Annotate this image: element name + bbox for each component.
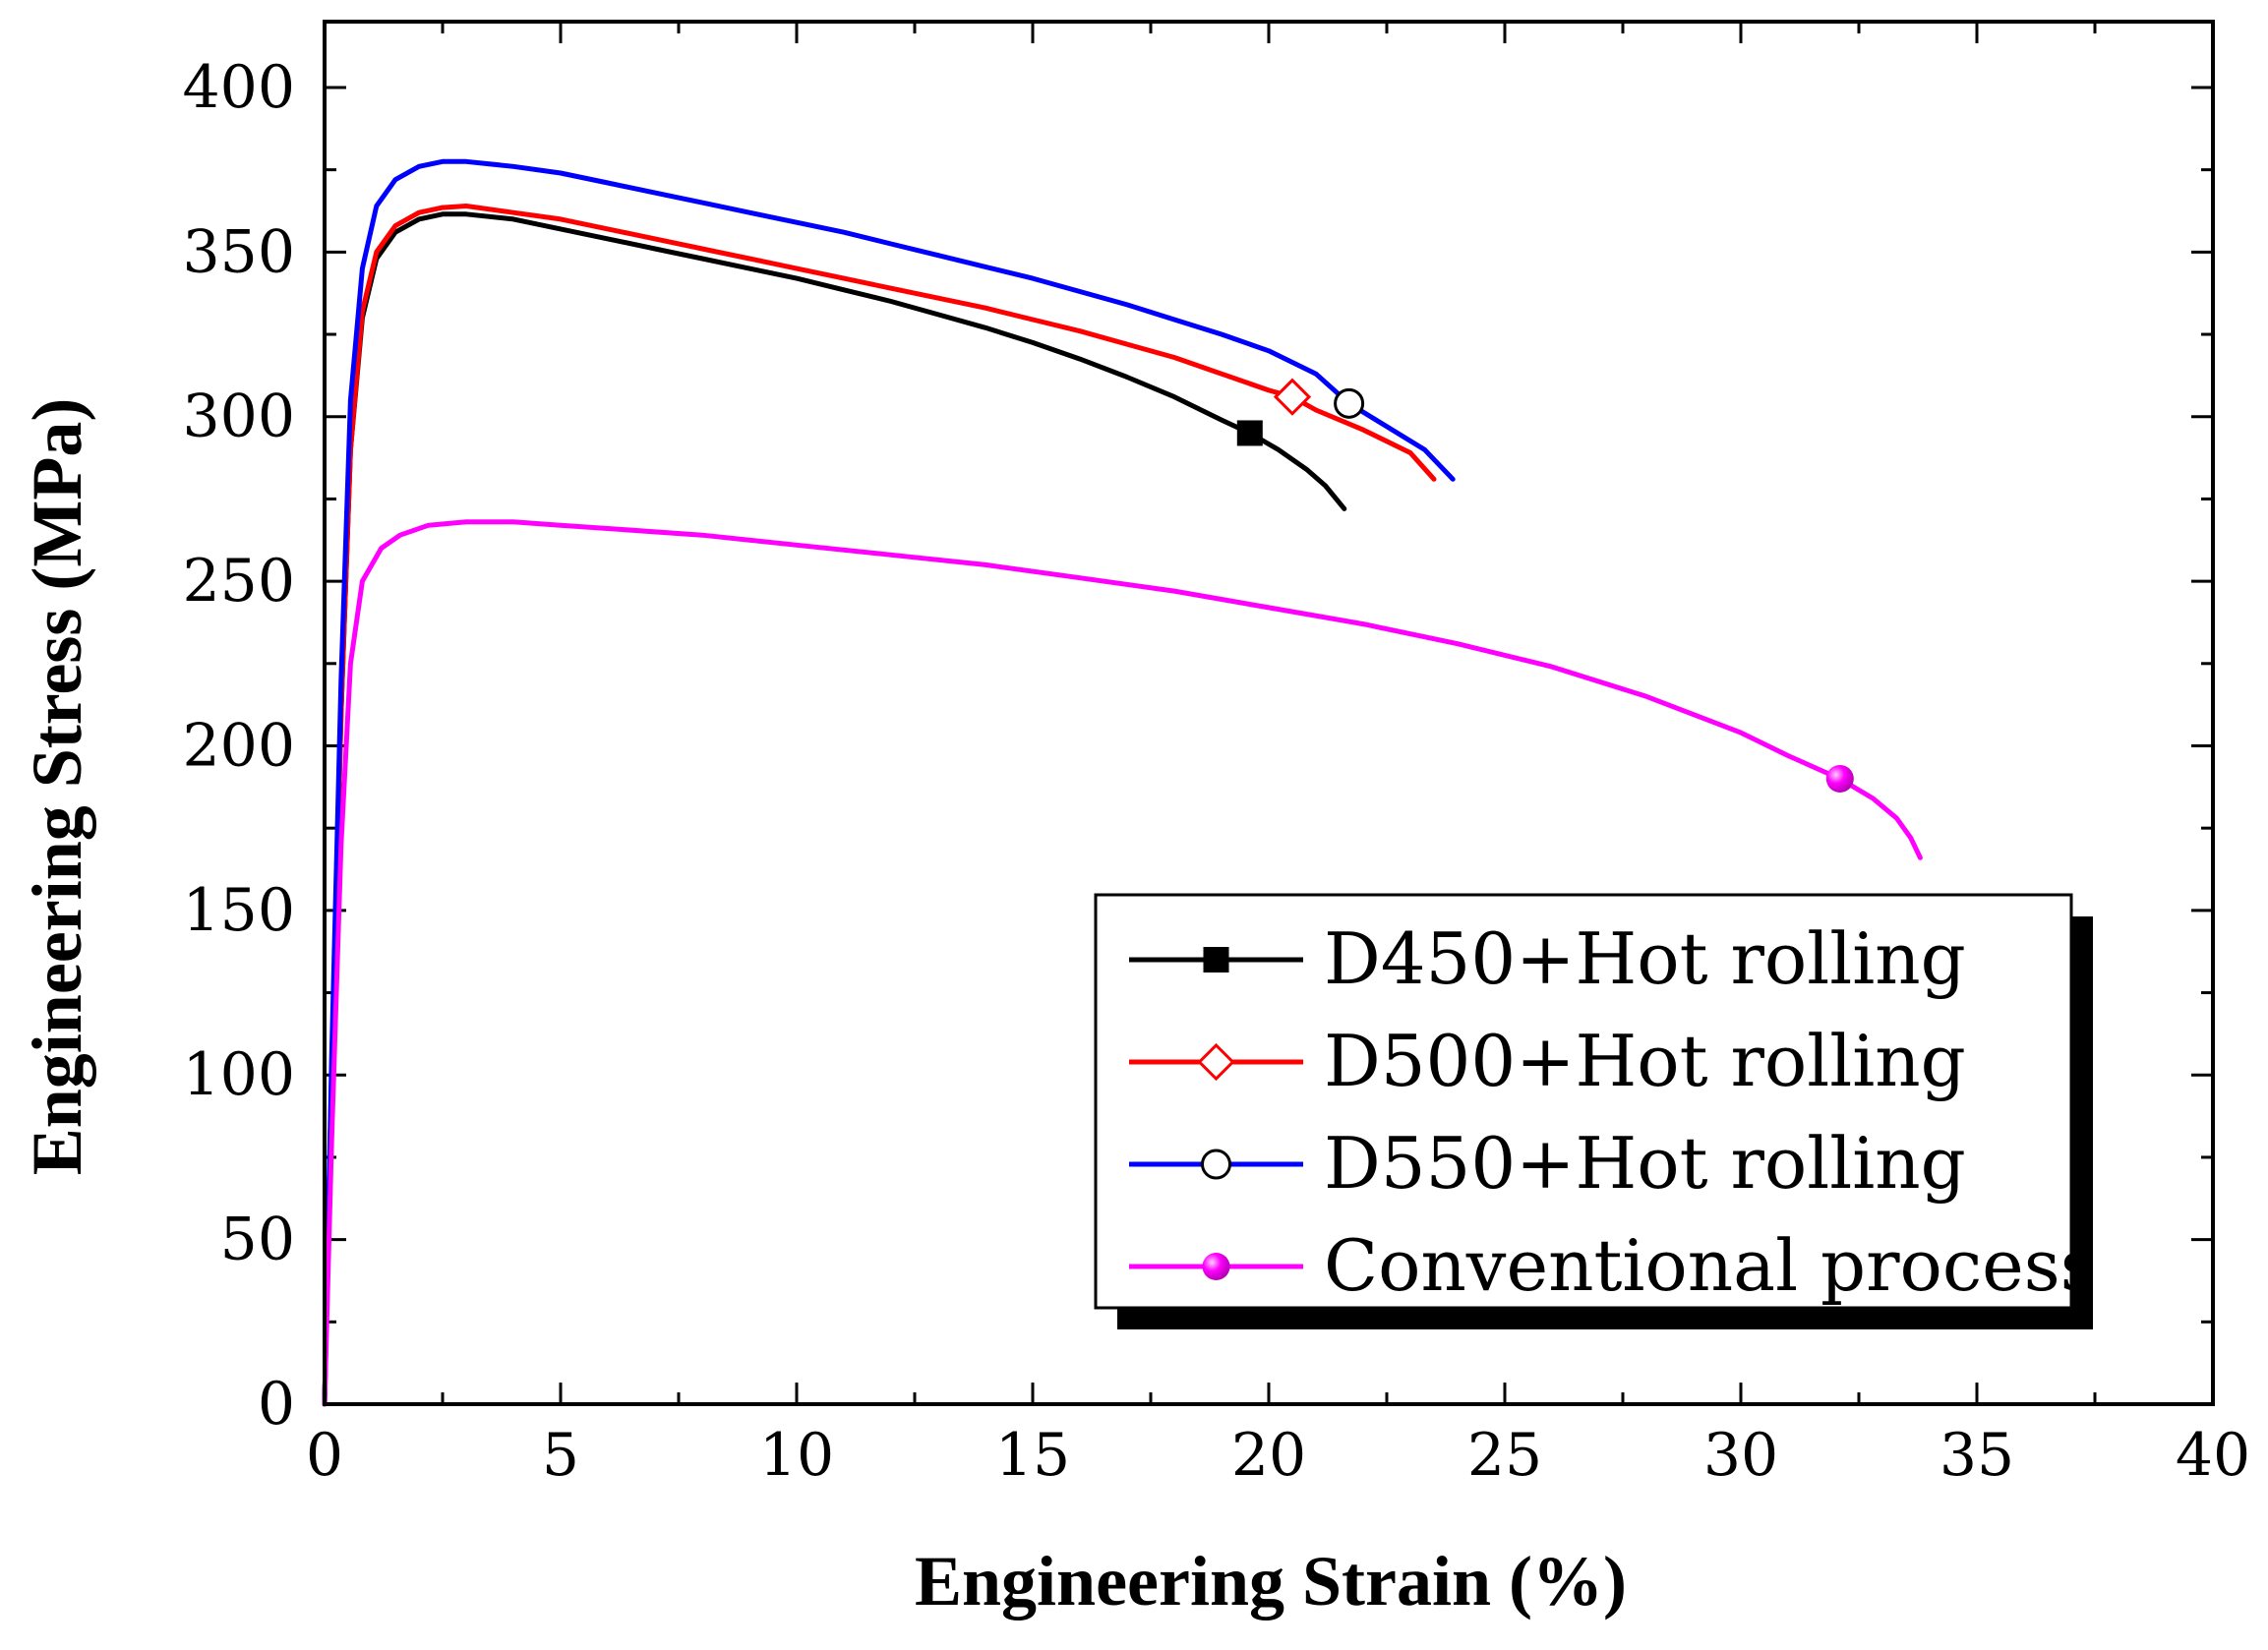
y-tick-label: 150	[182, 876, 295, 945]
series-markers	[1236, 378, 1854, 793]
series-marker-1	[1236, 420, 1263, 446]
legend-label-2: D500+Hot rolling	[1324, 1020, 1966, 1102]
y-tick-label: 250	[182, 547, 295, 616]
y-tick-label: 0	[258, 1370, 295, 1439]
legend-marker-3	[1201, 1149, 1231, 1180]
y-tick-label: 350	[182, 217, 295, 286]
legend-label-1: D450+Hot rolling	[1324, 917, 1966, 1000]
x-axis-title: Engineering Strain (%)	[915, 1542, 1627, 1621]
series-marker-3	[1334, 387, 1365, 419]
legend-marker-1	[1203, 947, 1229, 972]
series-line-3	[322, 158, 1456, 1407]
legend-items: D450+Hot rolling D500+Hot rolling D550+Hot…	[1129, 917, 2097, 1307]
series-marker-2	[1273, 378, 1312, 416]
x-tick-label: 35	[1940, 1421, 2014, 1490]
series-line-2	[322, 204, 1437, 1407]
y-tick-label: 400	[182, 53, 295, 122]
series-lines	[322, 158, 1923, 1407]
x-tick-label: 15	[995, 1421, 1070, 1490]
y-tick-label: 200	[182, 711, 295, 780]
legend-marker-4	[1202, 1253, 1230, 1280]
series-marker-4	[1825, 764, 1854, 793]
x-tick-label: 25	[1467, 1421, 1542, 1490]
legend-label-3: D550+Hot rolling	[1324, 1122, 1966, 1205]
y-tick-labels: 0 50 100 150 200 250 300 350 400	[182, 53, 295, 1439]
y-axis-title: Engineering Stress (MPa)	[18, 398, 96, 1176]
plot-frame	[323, 20, 2215, 1406]
x-tick-label: 10	[759, 1421, 834, 1490]
y-tick-label: 50	[220, 1206, 295, 1274]
series-line-4	[322, 519, 1923, 1407]
x-tick-label: 20	[1231, 1421, 1306, 1490]
x-tick-label: 30	[1703, 1421, 1778, 1490]
x-tick-label: 40	[2176, 1421, 2250, 1490]
y-tick-label: 100	[182, 1040, 295, 1109]
x-tick-label: 0	[306, 1421, 343, 1490]
x-tick-label: 5	[542, 1421, 579, 1490]
legend-marker-2	[1197, 1042, 1235, 1082]
x-tick-labels: 0 5 10 15 20 25 30 35 40	[306, 1421, 2250, 1490]
y-tick-label: 300	[182, 383, 295, 451]
legend: D450+Hot rolling D500+Hot rolling D550+Hot…	[1094, 893, 2097, 1329]
legend-label-4: Conventional process	[1324, 1224, 2097, 1307]
legend-box	[1094, 893, 2073, 1310]
